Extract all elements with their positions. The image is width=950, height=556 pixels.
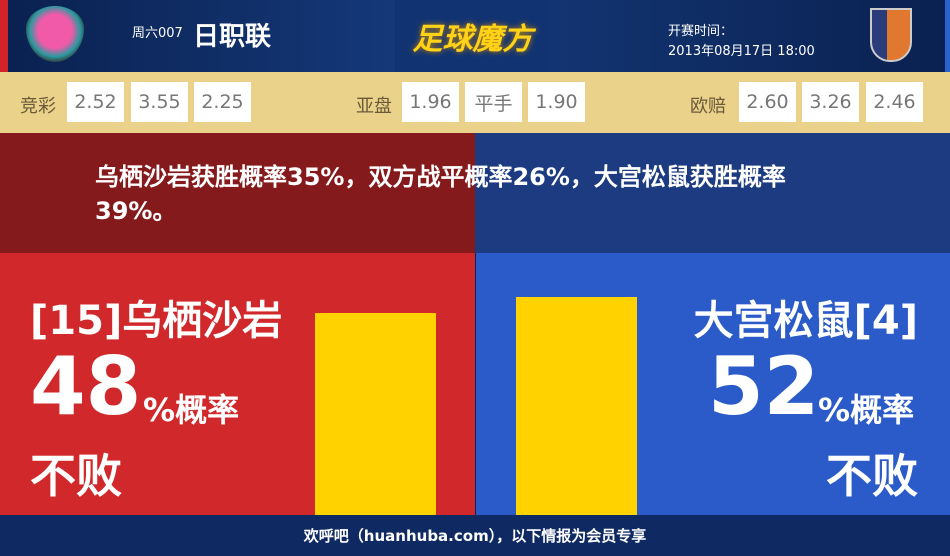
yapan-handicap: 平手 <box>465 82 522 122</box>
red-stripe <box>0 0 8 72</box>
brand-logo: 足球魔方 <box>395 0 550 72</box>
home-team-logo <box>26 6 84 62</box>
away-probability-bar <box>516 296 637 515</box>
blue-stripe <box>945 0 950 72</box>
oupei-win: 2.60 <box>739 82 796 122</box>
yapan-label: 亚盘 <box>356 96 392 117</box>
away-team-name: 大宫松鼠[4] <box>693 298 918 344</box>
summary-bg-right <box>475 133 950 253</box>
away-team-logo <box>870 8 912 62</box>
jingcai-draw: 3.55 <box>131 82 188 122</box>
jingcai-loss: 2.25 <box>194 82 251 122</box>
oupei-loss: 2.46 <box>866 82 923 122</box>
kickoff-time: 2013年08月17日 18:00 <box>668 44 815 59</box>
yapan-away: 1.90 <box>528 82 585 122</box>
home-probability-bar <box>315 313 436 515</box>
away-outcome: 不败 <box>826 449 918 503</box>
member-footer[interactable]: 欢呼吧（huanhuba.com），以下情报为会员专享 <box>0 515 950 556</box>
jingcai-label: 竞彩 <box>20 96 56 117</box>
summary-bg-left <box>0 133 475 253</box>
home-team-name: [15]乌栖沙岩 <box>30 298 283 344</box>
home-percent: 48 <box>30 340 142 433</box>
oupei-draw: 3.26 <box>802 82 859 122</box>
yapan-home: 1.96 <box>402 82 459 122</box>
away-percent: 52 <box>708 340 820 433</box>
home-outcome: 不败 <box>30 449 122 503</box>
away-percent-suffix: %概率 <box>818 391 915 429</box>
kickoff-label: 开赛时间： <box>668 24 734 39</box>
probability-summary: 乌栖沙岩获胜概率35%，双方战平概率26%，大宫松鼠获胜概率39%。 <box>95 163 786 225</box>
odds-bar: 竞彩 2.52 3.55 2.25 亚盘 1.96 平手 1.90 欧赔 2.6… <box>0 72 950 133</box>
home-percent-suffix: %概率 <box>143 391 240 429</box>
match-round: 周六007 <box>132 26 183 41</box>
league-name: 日职联 <box>193 22 272 52</box>
oupei-label: 欧赔 <box>690 96 726 117</box>
jingcai-win: 2.52 <box>67 82 124 122</box>
